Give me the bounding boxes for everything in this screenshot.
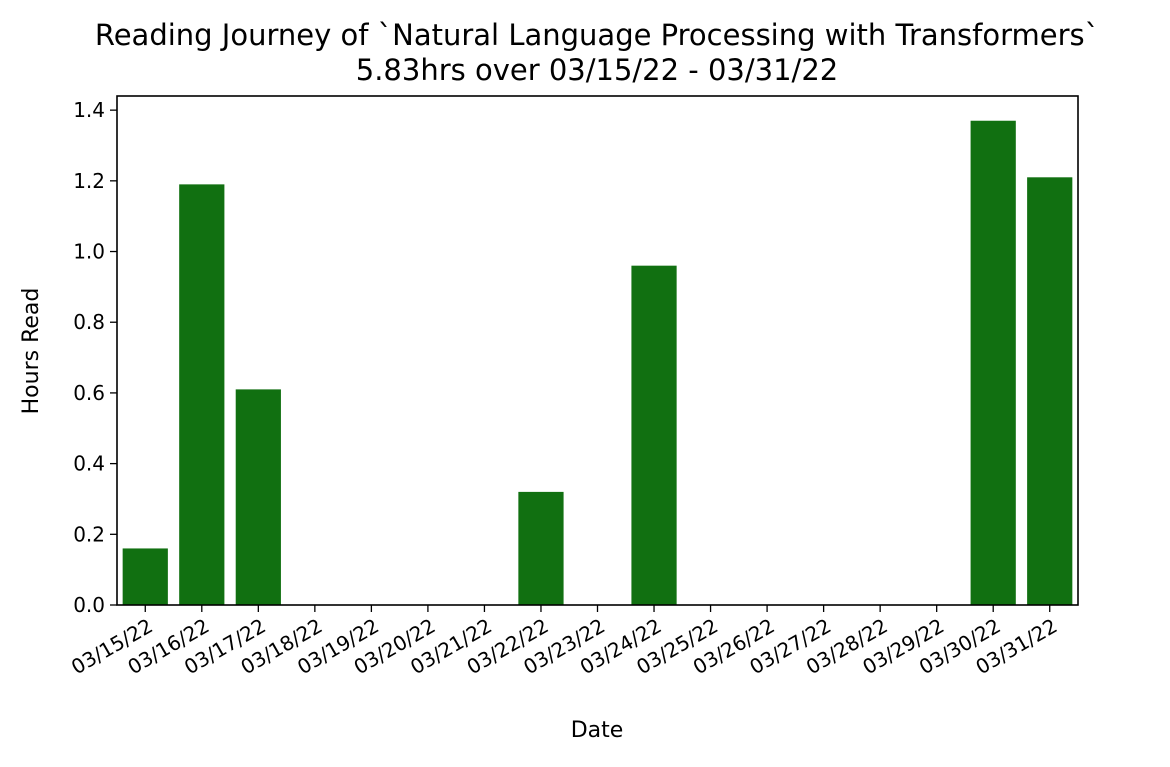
y-tick-label: 0.0 [73, 593, 105, 617]
bar-03-22-22 [518, 491, 564, 605]
chart-subtitle: 5.83hrs over 03/15/22 - 03/31/22 [356, 53, 838, 87]
y-tick-label: 1.2 [73, 169, 105, 193]
chart-title: Reading Journey of `Natural Language Pro… [95, 18, 1099, 52]
y-tick-label: 0.4 [73, 452, 105, 476]
y-tick-label: 0.2 [73, 522, 105, 546]
bar-03-17-22 [235, 389, 281, 605]
bar-03-24-22 [631, 265, 677, 605]
y-tick-label: 1.0 [73, 240, 105, 264]
y-tick-label: 0.6 [73, 381, 105, 405]
y-tick-label: 0.8 [73, 310, 105, 334]
bar-03-31-22 [1027, 177, 1073, 606]
plot-frame [116, 95, 1079, 606]
x-axis-label: Date [571, 718, 624, 743]
bar-03-15-22 [122, 548, 168, 605]
plot-area: 0.00.20.40.60.81.01.21.403/15/2203/16/22… [67, 95, 1079, 679]
y-axis-label: Hours Read [19, 288, 44, 415]
bar-03-16-22 [179, 184, 225, 605]
bar-03-30-22 [970, 120, 1016, 606]
y-tick-label: 1.4 [73, 98, 105, 122]
